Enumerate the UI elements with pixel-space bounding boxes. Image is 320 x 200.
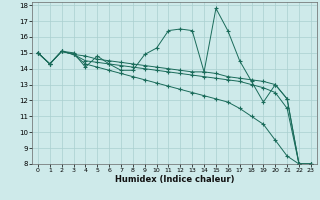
X-axis label: Humidex (Indice chaleur): Humidex (Indice chaleur): [115, 175, 234, 184]
